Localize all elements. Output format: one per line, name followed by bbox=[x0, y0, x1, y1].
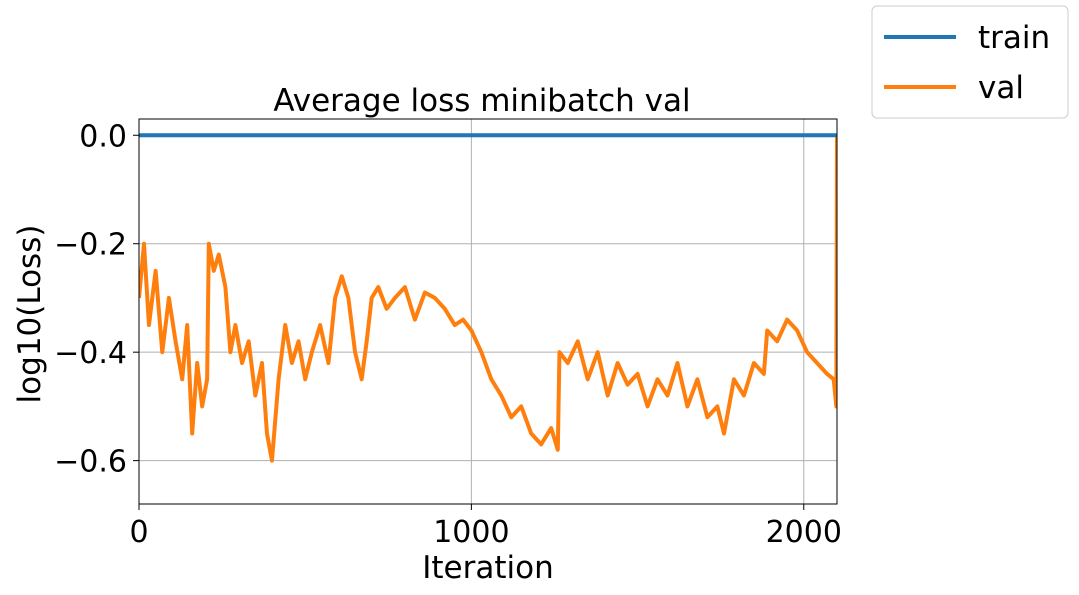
y-tick-label: −0.6 bbox=[54, 445, 127, 480]
y-tick-label: −0.2 bbox=[54, 228, 127, 263]
plot-area bbox=[139, 133, 837, 463]
grid-lines bbox=[138, 119, 837, 504]
x-tick-label: 1000 bbox=[433, 515, 509, 550]
legend: train val bbox=[871, 5, 1069, 119]
y-tick-label: −0.4 bbox=[54, 336, 127, 371]
chart-title: Average loss minibatch val bbox=[273, 83, 690, 119]
x-axis-title: Iteration bbox=[422, 550, 554, 586]
axes: 0 1000 2000 0.0 −0.2 −0.4 −0.6 bbox=[54, 118, 842, 550]
x-tick-label: 2000 bbox=[766, 515, 842, 550]
legend-box bbox=[871, 5, 1069, 119]
y-axis-title: log10(Loss) bbox=[12, 225, 48, 404]
y-tick-label: 0.0 bbox=[79, 119, 127, 154]
series-line-val bbox=[139, 135, 837, 463]
axes-frame bbox=[138, 118, 838, 505]
legend-label-train: train bbox=[978, 20, 1050, 56]
x-tick-label: 0 bbox=[129, 515, 148, 550]
legend-label-val: val bbox=[978, 70, 1024, 106]
